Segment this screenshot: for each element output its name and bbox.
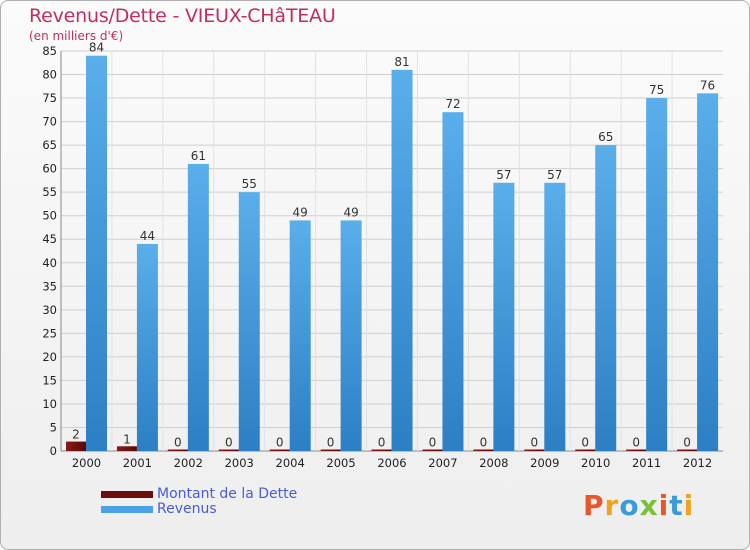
bar-revenus-2007 (442, 112, 464, 452)
x-tick-label: 2003 (225, 456, 254, 470)
y-axis-ticks: 0 5 10 15 20 25 30 35 40 45 50 55 60 65 70 75 80 85 (42, 44, 57, 458)
data-label-dette-2005: 0 (327, 436, 335, 450)
y-tick-label: 75 (42, 91, 57, 105)
legend-swatch-dette (101, 491, 153, 498)
y-tick-label: 80 (42, 68, 57, 82)
x-tick-label: 2012 (683, 456, 712, 470)
y-tick-label: 20 (42, 350, 57, 364)
y-tick-label: 50 (42, 209, 57, 223)
x-tick-label: 2004 (276, 456, 305, 470)
proxiti-logo: Proxiti (583, 489, 695, 522)
data-label-dette-2003: 0 (225, 436, 233, 450)
bar-revenus-2001 (136, 243, 158, 451)
bar-revenus-2004 (289, 220, 311, 451)
data-label-dette-2009: 0 (530, 436, 538, 450)
data-label-dette-2001: 1 (123, 432, 131, 446)
y-tick-label: 5 (50, 420, 57, 434)
bar-revenus-2006 (391, 69, 413, 451)
bar-dette-2001 (116, 446, 137, 451)
y-tick-label: 85 (42, 44, 57, 58)
bar-dette-2002 (167, 449, 188, 451)
bar-dette-2006 (371, 449, 392, 451)
bar-revenus-2010 (595, 145, 617, 451)
y-tick-label: 35 (42, 279, 57, 293)
bar-dette-2009 (524, 449, 545, 451)
bar-dette-2008 (473, 449, 494, 451)
chart-title: Revenus/Dette - VIEUX-CHâTEAU (29, 5, 336, 27)
y-tick-label: 25 (42, 326, 57, 340)
legend-swatch-revenus (101, 506, 153, 513)
data-label-dette-2007: 0 (429, 436, 437, 450)
y-tick-label: 45 (42, 232, 57, 246)
data-label-revenus-2010: 65 (598, 130, 613, 144)
data-label-revenus-2000: 84 (89, 41, 104, 55)
x-tick-label: 2008 (479, 456, 508, 470)
y-tick-label: 60 (42, 162, 57, 176)
bar-revenus-2012 (697, 93, 719, 452)
y-tick-label: 40 (42, 256, 57, 270)
data-label-dette-2004: 0 (276, 436, 284, 450)
data-label-revenus-2004: 49 (293, 205, 308, 219)
x-tick-label: 2001 (123, 456, 152, 470)
bar-dette-2000 (66, 441, 86, 451)
x-tick-label: 2006 (377, 456, 406, 470)
bar-revenus-2008 (493, 182, 515, 451)
data-label-dette-2010: 0 (581, 436, 589, 450)
x-tick-label: 2007 (428, 456, 457, 470)
data-label-dette-2000: 2 (72, 428, 80, 442)
bar-dette-2004 (269, 449, 290, 451)
y-tick-label: 0 (50, 444, 57, 458)
bar-dette-2007 (422, 449, 443, 451)
data-label-revenus-2008: 57 (496, 168, 511, 182)
x-tick-label: 2011 (632, 456, 661, 470)
x-axis-ticks: 2000 2001 2002 2003 2004 2005 2006 2007 2008 2009… (72, 456, 712, 470)
x-tick-label: 2002 (174, 456, 203, 470)
chart-subtitle: (en milliers d'€) (29, 29, 124, 43)
bar-revenus-2003 (238, 192, 260, 452)
data-label-dette-2002: 0 (174, 436, 182, 450)
data-label-dette-2008: 0 (480, 436, 488, 450)
data-label-revenus-2012: 76 (700, 78, 715, 92)
y-tick-label: 10 (42, 397, 57, 411)
bar-dette-2005 (320, 449, 341, 451)
legend-label-dette: Montant de la Dette (157, 486, 298, 502)
x-tick-label: 2009 (530, 456, 559, 470)
x-tick-label: 2005 (326, 456, 355, 470)
bar-dette-2003 (218, 449, 239, 451)
data-label-revenus-2007: 72 (445, 97, 460, 111)
y-tick-label: 15 (42, 373, 57, 387)
data-label-dette-2012: 0 (683, 436, 691, 450)
y-tick-label: 30 (42, 303, 57, 317)
data-label-revenus-2001: 44 (140, 229, 155, 243)
bar-revenus-2011 (646, 98, 668, 451)
data-label-dette-2011: 0 (632, 436, 640, 450)
bar-revenus-2009 (544, 182, 566, 451)
y-tick-label: 65 (42, 138, 57, 152)
legend-label-revenus: Revenus (157, 501, 217, 517)
data-label-revenus-2002: 61 (191, 149, 206, 163)
bar-revenus-2000 (86, 55, 107, 452)
data-label-revenus-2005: 49 (343, 205, 358, 219)
data-label-revenus-2003: 55 (242, 177, 257, 191)
data-label-dette-2006: 0 (378, 436, 386, 450)
data-labels: 2 84 1 44 0 61 0 55 0 49 0 49 0 81 0 72 0 57 0 57 0 65 0 75 0 76 (72, 41, 715, 450)
x-tick-label: 2000 (72, 456, 101, 470)
bar-dette-2011 (626, 449, 647, 451)
bars (66, 55, 719, 452)
x-tick-label: 2010 (581, 456, 610, 470)
data-label-revenus-2011: 75 (649, 83, 664, 97)
data-label-revenus-2006: 81 (394, 55, 409, 69)
y-tick-label: 70 (42, 115, 57, 129)
bar-revenus-2005 (340, 220, 362, 451)
data-label-revenus-2009: 57 (547, 168, 562, 182)
bar-revenus-2002 (187, 163, 209, 452)
bar-dette-2010 (575, 449, 596, 451)
y-tick-label: 55 (42, 185, 57, 199)
bar-dette-2012 (677, 449, 698, 451)
